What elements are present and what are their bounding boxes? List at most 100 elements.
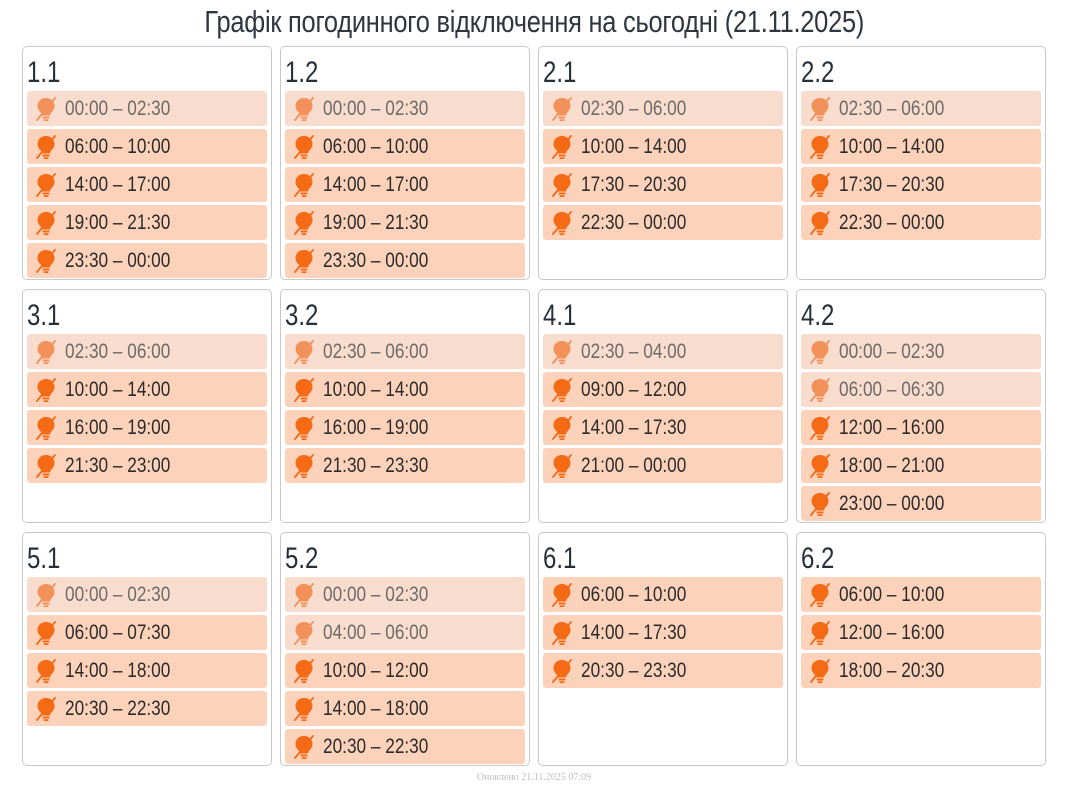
power-off-bulb-icon [552, 339, 572, 364]
slot-list: 02:30 – 06:00 10:00 – 14:00 17:30 – 20:3… [543, 91, 783, 240]
group-name-text: 3.1 [27, 299, 61, 332]
power-off-bulb-icon [294, 210, 314, 235]
slot-time: 02:30 – 06:00 [323, 339, 429, 363]
power-off-bulb-icon [36, 339, 56, 364]
slot-time: 02:30 – 06:00 [839, 96, 945, 120]
outage-slot: 02:30 – 06:00 [801, 91, 1041, 126]
group-card-5-2: 5.2 00:00 – 02:30 04:00 – 06:00 10:00 – … [280, 532, 530, 766]
slot-list: 06:00 – 10:00 12:00 – 16:00 18:00 – 20:3… [801, 577, 1041, 688]
power-off-bulb-icon [810, 453, 830, 478]
power-off-bulb-icon [552, 453, 572, 478]
power-off-bulb-icon [552, 210, 572, 235]
power-off-bulb-icon [552, 96, 572, 121]
slot-time: 14:00 – 17:30 [581, 620, 687, 644]
slot-list: 02:30 – 04:00 09:00 – 12:00 14:00 – 17:3… [543, 334, 783, 483]
outage-slot: 12:00 – 16:00 [801, 615, 1041, 650]
slot-time: 14:00 – 17:00 [65, 172, 171, 196]
slot-time: 10:00 – 14:00 [65, 377, 171, 401]
slot-time: 06:00 – 10:00 [65, 134, 171, 158]
slot-time: 06:00 – 10:00 [581, 582, 687, 606]
power-off-bulb-icon [36, 96, 56, 121]
group-name-text: 4.1 [543, 299, 577, 332]
outage-slot: 00:00 – 02:30 [285, 577, 525, 612]
power-off-bulb-icon [294, 415, 314, 440]
power-off-bulb-icon [810, 339, 830, 364]
slot-time: 22:30 – 00:00 [839, 210, 945, 234]
slot-list: 06:00 – 10:00 14:00 – 17:30 20:30 – 23:3… [543, 577, 783, 688]
slot-time: 20:30 – 23:30 [581, 658, 687, 682]
outage-slot: 06:00 – 10:00 [285, 129, 525, 164]
outage-slot: 02:30 – 04:00 [543, 334, 783, 369]
outage-slot: 19:00 – 21:30 [285, 205, 525, 240]
group-name-text: 6.2 [801, 542, 835, 575]
slot-time: 16:00 – 19:00 [323, 415, 429, 439]
group-card-4-2: 4.2 00:00 – 02:30 06:00 – 06:30 12:00 – … [796, 289, 1046, 523]
outage-slot: 23:30 – 00:00 [285, 243, 525, 278]
slot-list: 00:00 – 02:30 04:00 – 06:00 10:00 – 12:0… [285, 577, 525, 764]
power-off-bulb-icon [294, 696, 314, 721]
group-name: 4.1 [543, 290, 783, 334]
group-name-text: 1.1 [27, 56, 61, 89]
power-off-bulb-icon [810, 620, 830, 645]
power-off-bulb-icon [552, 620, 572, 645]
outage-slot: 06:00 – 10:00 [27, 129, 267, 164]
group-card-3-1: 3.1 02:30 – 06:00 10:00 – 14:00 16:00 – … [22, 289, 272, 523]
slot-time: 10:00 – 14:00 [323, 377, 429, 401]
slot-time: 06:00 – 10:00 [839, 582, 945, 606]
outage-slot: 10:00 – 14:00 [285, 372, 525, 407]
power-off-bulb-icon [36, 696, 56, 721]
slot-time: 23:00 – 00:00 [839, 491, 945, 515]
power-off-bulb-icon [36, 172, 56, 197]
outage-slot: 16:00 – 19:00 [27, 410, 267, 445]
power-off-bulb-icon [36, 377, 56, 402]
group-name: 3.2 [285, 290, 525, 334]
slot-time: 20:30 – 22:30 [65, 696, 171, 720]
slot-time: 12:00 – 16:00 [839, 620, 945, 644]
slot-time: 06:00 – 07:30 [65, 620, 171, 644]
slot-time: 02:30 – 06:00 [65, 339, 171, 363]
power-off-bulb-icon [294, 377, 314, 402]
power-off-bulb-icon [552, 172, 572, 197]
slot-time: 02:30 – 04:00 [581, 339, 687, 363]
power-off-bulb-icon [294, 96, 314, 121]
outage-slot: 19:00 – 21:30 [27, 205, 267, 240]
slot-time: 06:00 – 10:00 [323, 134, 429, 158]
group-name-text: 6.1 [543, 542, 577, 575]
group-name: 4.2 [801, 290, 1041, 334]
outage-slot: 10:00 – 12:00 [285, 653, 525, 688]
outage-slot: 10:00 – 14:00 [801, 129, 1041, 164]
slot-time: 14:00 – 18:00 [65, 658, 171, 682]
slot-time: 18:00 – 20:30 [839, 658, 945, 682]
group-name-text: 3.2 [285, 299, 319, 332]
slot-time: 21:30 – 23:30 [323, 453, 429, 477]
outage-slot: 14:00 – 17:00 [27, 167, 267, 202]
slot-time: 10:00 – 14:00 [581, 134, 687, 158]
outage-slot: 02:30 – 06:00 [543, 91, 783, 126]
slot-time: 09:00 – 12:00 [581, 377, 687, 401]
outage-slot: 14:00 – 17:00 [285, 167, 525, 202]
group-name-text: 2.1 [543, 56, 577, 89]
power-off-bulb-icon [810, 96, 830, 121]
outage-slot: 06:00 – 10:00 [801, 577, 1041, 612]
power-off-bulb-icon [810, 210, 830, 235]
outage-slot: 18:00 – 20:30 [801, 653, 1041, 688]
outage-slot: 17:30 – 20:30 [801, 167, 1041, 202]
group-name: 1.1 [27, 47, 267, 91]
outage-slot: 22:30 – 00:00 [543, 205, 783, 240]
outage-slot: 06:00 – 06:30 [801, 372, 1041, 407]
power-off-bulb-icon [36, 134, 56, 159]
group-name-text: 5.1 [27, 542, 61, 575]
group-name: 6.2 [801, 533, 1041, 577]
outage-slot: 10:00 – 14:00 [543, 129, 783, 164]
slot-time: 19:00 – 21:30 [65, 210, 171, 234]
slot-time: 00:00 – 02:30 [839, 339, 945, 363]
slot-time: 04:00 – 06:00 [323, 620, 429, 644]
outage-slot: 14:00 – 18:00 [27, 653, 267, 688]
group-name: 2.1 [543, 47, 783, 91]
slot-time: 06:00 – 06:30 [839, 377, 945, 401]
power-off-bulb-icon [294, 248, 314, 273]
power-off-bulb-icon [36, 415, 56, 440]
outage-slot: 04:00 – 06:00 [285, 615, 525, 650]
slot-time: 14:00 – 17:30 [581, 415, 687, 439]
slot-time: 17:30 – 20:30 [839, 172, 945, 196]
